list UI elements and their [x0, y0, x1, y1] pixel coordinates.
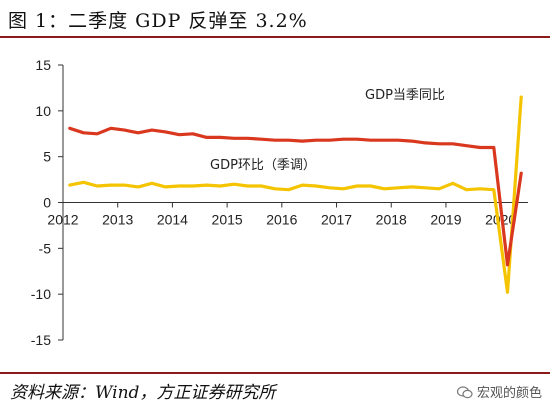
wechat-icon: [456, 386, 473, 399]
source-note: 资料来源：Wind，方正证券研究所: [10, 383, 276, 403]
watermark-text: 宏观的颜色: [476, 386, 542, 401]
y-tick-label: 15: [35, 57, 51, 73]
y-tick-label: -10: [31, 286, 51, 302]
series-layer: [68, 95, 523, 294]
x-tick-label: 2016: [266, 212, 297, 228]
series-line-0: [68, 126, 523, 267]
series-1: [68, 95, 523, 294]
chart-axes: 15 10 5 0 -5 -10 -15 2012 2013 2014 2015 2016 2017 20…: [31, 57, 528, 348]
x-tick-label: 2012: [47, 212, 78, 228]
title-divider: [0, 36, 550, 38]
series-label-gdp-qoq: GDP环比（季调）: [210, 158, 316, 173]
x-tick-label: 2014: [157, 212, 188, 228]
watermark: 宏观的颜色: [456, 382, 542, 401]
series-line-1: [68, 95, 523, 294]
y-tick-label: -5: [39, 240, 52, 256]
source-divider: [0, 372, 550, 374]
gdp-line-chart: 15 10 5 0 -5 -10 -15 2012 2013 2014 2015 2016 2017 20…: [31, 57, 528, 348]
y-tick-label: 10: [35, 103, 51, 119]
x-tick-label: 2013: [102, 212, 133, 228]
series-0: [68, 126, 523, 267]
x-tick-label: 2018: [376, 212, 407, 228]
x-tick-label: 2015: [212, 212, 243, 228]
y-tick-label: 0: [43, 195, 51, 211]
chart-title: 图 1：二季度 GDP 反弹至 3.2%: [8, 10, 308, 32]
y-tick-label: 5: [43, 149, 51, 165]
series-label-gdp-yoy: GDP当季同比: [365, 88, 445, 103]
x-tick-label: 2017: [321, 212, 352, 228]
x-tick-label: 2019: [430, 212, 461, 228]
y-tick-label: -15: [31, 332, 51, 348]
